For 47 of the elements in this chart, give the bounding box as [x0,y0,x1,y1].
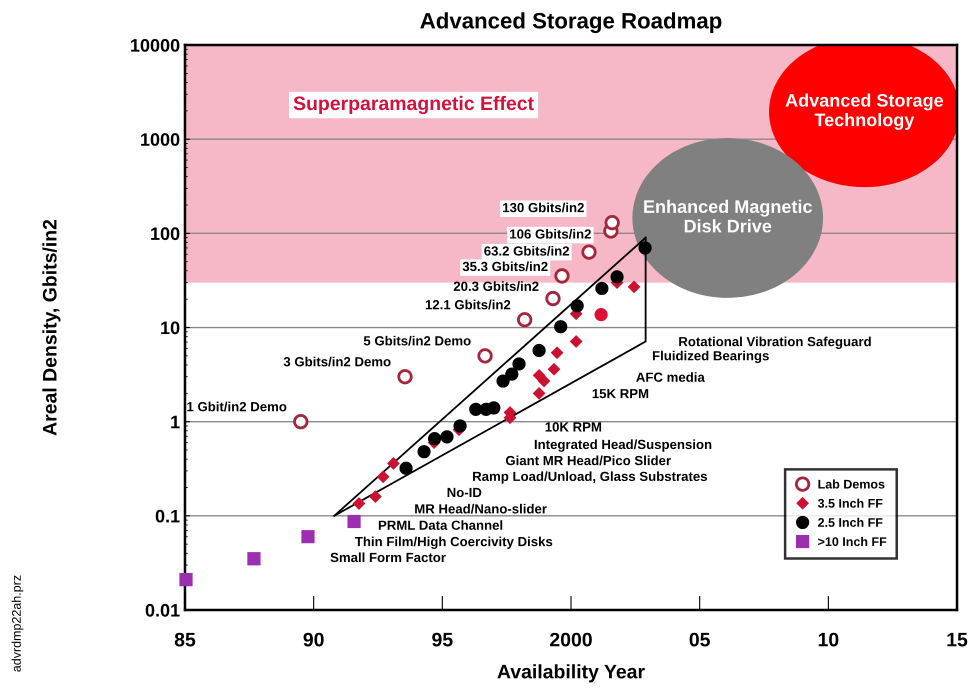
x-tick-label: 2000 [550,632,592,646]
y-tick-label: 1 [171,416,180,428]
annotation: 20.3 Gbits/in2 [454,281,539,292]
annotation: AFC media [636,372,705,382]
annotation: 63.2 Gbits/in2 [484,246,570,256]
x-tick-label: 15 [947,632,968,646]
y-tick-label: 0.1 [156,510,180,523]
annotation: Thin Film/High Coercivity Disks [354,536,552,549]
annotation: Advanced Storage Technology [786,93,944,130]
legend-label: 2.5 Inch FF [818,518,882,527]
annotation: MR Head/Nano-slider [415,504,547,514]
x-tick-label: 90 [304,632,324,646]
annotation: 35.3 Gbits/in2 [462,261,548,272]
y-tick-label: 100 [151,227,180,240]
annotation: 3 Gbits/in2 Demo [284,356,391,367]
text: advrdmp22ah.prz [12,576,24,672]
y-tick-label: 10 [161,321,180,334]
x-tick-label: 95 [432,632,453,646]
annotation: 5 Gbits/in2 Demo [364,336,471,346]
annotation: 130 Gbits/in2 [503,202,584,212]
legend-label: 3.5 Inch FF [818,498,882,508]
annotation: Giant MR Head/Pico Slider [506,456,671,466]
annotation: No-ID [448,488,482,498]
annotation: 1 Gbit/in2 Demo [187,402,286,412]
x-tick-label: 85 [174,632,196,646]
annotation: 12.1 Gbits/in2 [426,300,510,310]
y-axis-title: Areal Density, Gbits/in2 [42,220,60,436]
legend-label: Lab Demos [818,479,884,489]
annotation: Rotational Vibration Safeguard [679,336,871,349]
chart-title: Advanced Storage Roadmap [420,12,722,34]
y-tick-label: 0.01 [146,604,180,617]
annotation: Ramp Load/Unload, Glass Substrates [473,471,707,484]
x-tick-label: 10 [818,632,838,646]
annotation: 106 Gbits/in2 [510,228,591,239]
band-label: Superparamagnetic Effect [294,96,534,114]
legend-label: >10 Inch FF [818,536,886,546]
annotation: PRML Data Channel [378,520,502,530]
x-tick-label: 05 [690,632,710,646]
annotation: Enhanced Magnetic Disk Drive [644,200,812,233]
y-tick-label: 1000 [141,133,180,146]
annotation: Fluidized Bearings [652,350,769,364]
annotation: 10K RPM [546,422,602,432]
annotation: 15K RPM [592,389,648,398]
annotation: Small Form Factor [330,552,446,562]
y-tick-label: 10000 [131,38,180,52]
annotation: Integrated Head/Suspension [534,439,712,452]
x-axis-title: Availability Year [497,664,645,682]
